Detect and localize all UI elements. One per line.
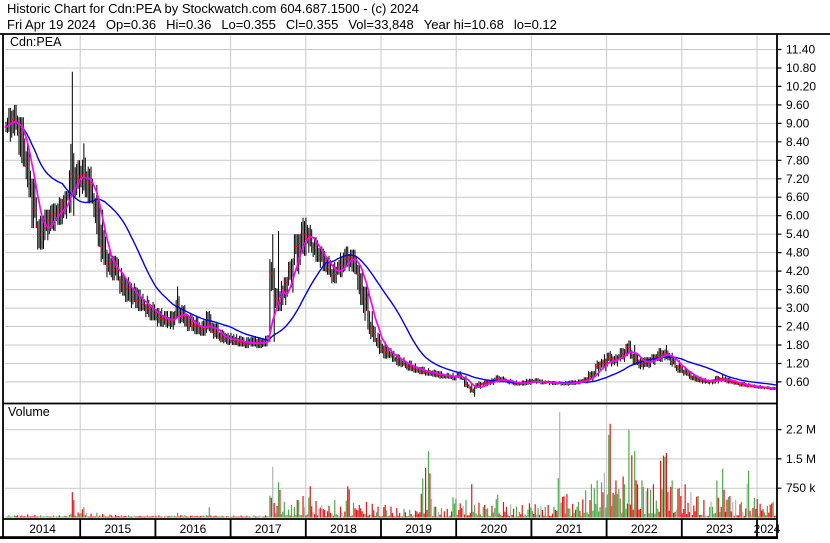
year-label: 2018 xyxy=(330,522,357,536)
price-axis-tick: 5.40 xyxy=(786,227,810,241)
price-axis-tick: 11.40 xyxy=(786,43,815,57)
year-label: 2024 xyxy=(754,522,781,536)
volume-axis-tick: 2.2 M xyxy=(786,423,816,437)
price-axis-tick: 2.40 xyxy=(786,320,810,334)
year-label: 2015 xyxy=(104,522,131,536)
price-axis-tick: 10.20 xyxy=(786,79,816,93)
price-axis-tick: 3.60 xyxy=(786,283,810,297)
price-axis-tick: 6.60 xyxy=(786,190,810,204)
quote-volume: Vol=33,848 xyxy=(348,17,414,32)
price-axis-tick: 10.80 xyxy=(786,61,816,75)
year-label: 2019 xyxy=(405,522,432,536)
volume-axis-tick: 750 k xyxy=(786,481,816,495)
quote-year-low: lo=0.12 xyxy=(513,17,557,32)
year-label: 2022 xyxy=(631,522,658,536)
price-axis-tick: 4.80 xyxy=(786,246,810,260)
price-axis-tick: 1.80 xyxy=(786,338,810,352)
quote-close: Cl=0.355 xyxy=(285,17,339,32)
quote-low: Lo=0.355 xyxy=(221,17,276,32)
year-label: 2017 xyxy=(255,522,282,536)
price-axis-tick: 4.20 xyxy=(786,264,810,278)
price-axis-tick: 0.60 xyxy=(786,375,810,389)
quote-high: Hi=0.36 xyxy=(166,17,212,32)
price-axis-tick: 7.20 xyxy=(786,172,810,186)
year-label: 2023 xyxy=(706,522,733,536)
price-axis-tick: 3.00 xyxy=(786,301,810,315)
volume-axis-tick: 1.5 M xyxy=(786,452,816,466)
quote-year-high: Year hi=10.68 xyxy=(423,17,504,32)
symbol-label: Cdn:PEA xyxy=(10,35,62,49)
price-axis-tick: 6.00 xyxy=(786,209,810,223)
header-line-1: Historic Chart for Cdn:PEA by Stockwatch… xyxy=(7,1,419,16)
price-axis-tick: 8.40 xyxy=(786,135,810,149)
year-label: 2016 xyxy=(180,522,207,536)
volume-pane-label: Volume xyxy=(8,405,50,419)
year-label: 2021 xyxy=(556,522,583,536)
quote-open: Op=0.36 xyxy=(105,17,157,32)
price-axis-tick: 9.00 xyxy=(786,116,810,130)
year-label: 2020 xyxy=(480,522,507,536)
year-label: 2014 xyxy=(29,522,56,536)
price-axis-tick: 1.20 xyxy=(786,356,810,370)
header-line-2: Fri Apr 19 2024 Op=0.36 Hi=0.36 Lo=0.355 Cl=… xyxy=(7,17,567,32)
price-axis-tick: 9.60 xyxy=(786,98,810,112)
quote-date: Fri Apr 19 2024 xyxy=(7,17,96,32)
price-axis-tick: 7.80 xyxy=(786,153,810,167)
